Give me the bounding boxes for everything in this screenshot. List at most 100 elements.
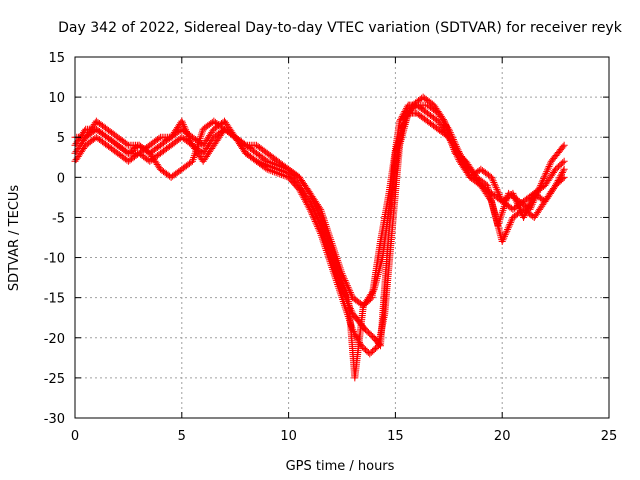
data-point [502, 229, 510, 237]
data-point [343, 282, 351, 290]
y-tick-label: -15 [44, 292, 65, 307]
data-point [310, 214, 318, 222]
data-point [405, 110, 413, 118]
data-point [517, 207, 525, 215]
data-point [276, 170, 284, 178]
data-point [520, 213, 528, 221]
y-tick-label: 15 [48, 51, 65, 66]
data-point [342, 278, 350, 286]
data-point [272, 169, 280, 177]
data-point [499, 206, 507, 214]
data-point [263, 157, 271, 165]
data-point [369, 287, 377, 295]
data-point [399, 123, 407, 131]
data-points [71, 93, 568, 382]
data-point [279, 171, 287, 179]
data-point [494, 189, 502, 197]
data-point [311, 216, 319, 224]
data-point [521, 210, 529, 218]
data-point [181, 124, 189, 132]
data-point [400, 109, 408, 117]
data-point [270, 160, 278, 168]
data-point [495, 191, 503, 199]
data-point [299, 192, 307, 200]
y-tick-label: 0 [57, 171, 65, 186]
data-point [498, 238, 506, 246]
data-point [311, 217, 319, 225]
data-point [302, 197, 310, 205]
data-point [338, 270, 346, 278]
data-point [307, 209, 315, 217]
data-point [240, 140, 248, 148]
data-point [265, 166, 273, 174]
data-point [530, 197, 538, 205]
data-point [263, 165, 271, 173]
data-point [559, 167, 567, 175]
data-point [296, 187, 304, 195]
data-point [347, 290, 355, 298]
data-point [491, 182, 499, 190]
data-point [505, 222, 513, 230]
y-tick-label: -5 [52, 211, 65, 226]
data-point [184, 131, 192, 139]
data-point [536, 183, 544, 191]
data-point [188, 140, 196, 148]
data-point [123, 140, 131, 148]
data-point [295, 185, 303, 193]
data-point [537, 181, 545, 189]
data-point [185, 133, 193, 141]
data-point [529, 199, 537, 207]
data-point [305, 204, 313, 212]
data-point [399, 122, 407, 130]
data-point [185, 134, 193, 142]
data-point [495, 226, 503, 234]
data-point [373, 343, 381, 351]
data-point [560, 141, 568, 149]
data-point [496, 192, 504, 200]
data-point [182, 126, 190, 134]
data-point [281, 172, 289, 180]
data-point [541, 171, 549, 179]
series-track-c [71, 101, 568, 382]
data-point [494, 187, 502, 195]
data-point [400, 120, 408, 128]
data-point [560, 173, 568, 181]
y-tick-label: -20 [44, 332, 65, 347]
data-point [539, 176, 547, 184]
data-point [504, 224, 512, 232]
data-point [540, 173, 548, 181]
series-track-d [71, 93, 568, 310]
data-point [544, 164, 552, 172]
data-point [489, 177, 497, 185]
data-point [526, 205, 534, 213]
data-point [314, 223, 322, 231]
data-point [535, 185, 543, 193]
data-point [542, 169, 550, 177]
data-point [346, 287, 354, 295]
data-point [277, 171, 285, 179]
data-point [345, 285, 353, 293]
data-point [270, 168, 278, 176]
data-point [559, 175, 567, 183]
ticks-layer: 0 5 10 15 20 25 -30 -25 -20 -15 -10 -5 0 5 10 15 [44, 51, 618, 444]
x-tick-label: 0 [71, 429, 79, 444]
data-point [439, 116, 447, 124]
data-point [492, 184, 500, 192]
data-point [397, 116, 405, 124]
data-point [399, 111, 407, 119]
data-point [504, 225, 512, 233]
data-point [533, 190, 541, 198]
data-point [301, 195, 309, 203]
data-point [493, 185, 501, 193]
data-point [559, 159, 567, 167]
data-point [507, 219, 515, 227]
data-point [488, 175, 496, 183]
data-point [488, 173, 496, 181]
data-point [308, 211, 316, 219]
data-point [522, 208, 530, 216]
data-point [538, 178, 546, 186]
data-point [341, 276, 349, 284]
data-point [123, 148, 131, 156]
data-point [300, 194, 308, 202]
data-point [303, 200, 311, 208]
